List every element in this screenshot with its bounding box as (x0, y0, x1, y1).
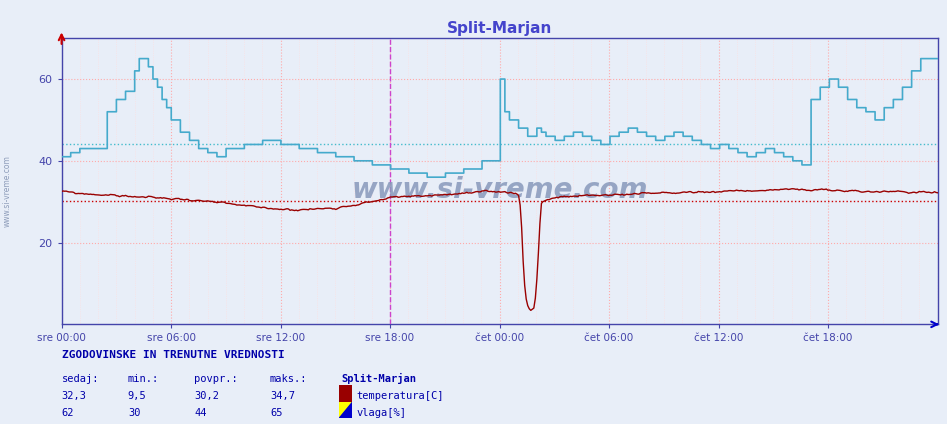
Text: temperatura[C]: temperatura[C] (356, 391, 443, 402)
Text: sedaj:: sedaj: (62, 374, 99, 384)
Polygon shape (339, 402, 352, 418)
Text: 30: 30 (128, 408, 140, 418)
Text: ZGODOVINSKE IN TRENUTNE VREDNOSTI: ZGODOVINSKE IN TRENUTNE VREDNOSTI (62, 350, 284, 360)
Text: 65: 65 (270, 408, 282, 418)
Text: maks.:: maks.: (270, 374, 308, 384)
Text: www.si-vreme.com: www.si-vreme.com (3, 155, 12, 227)
Text: min.:: min.: (128, 374, 159, 384)
Text: vlaga[%]: vlaga[%] (356, 408, 406, 418)
Title: Split-Marjan: Split-Marjan (447, 21, 552, 36)
Text: Split-Marjan: Split-Marjan (341, 373, 416, 384)
Polygon shape (339, 402, 352, 418)
Text: 34,7: 34,7 (270, 391, 295, 402)
Text: 30,2: 30,2 (194, 391, 219, 402)
Text: www.si-vreme.com: www.si-vreme.com (351, 176, 648, 204)
Text: povpr.:: povpr.: (194, 374, 238, 384)
Text: 32,3: 32,3 (62, 391, 86, 402)
Text: 44: 44 (194, 408, 206, 418)
Text: 62: 62 (62, 408, 74, 418)
Text: 9,5: 9,5 (128, 391, 147, 402)
